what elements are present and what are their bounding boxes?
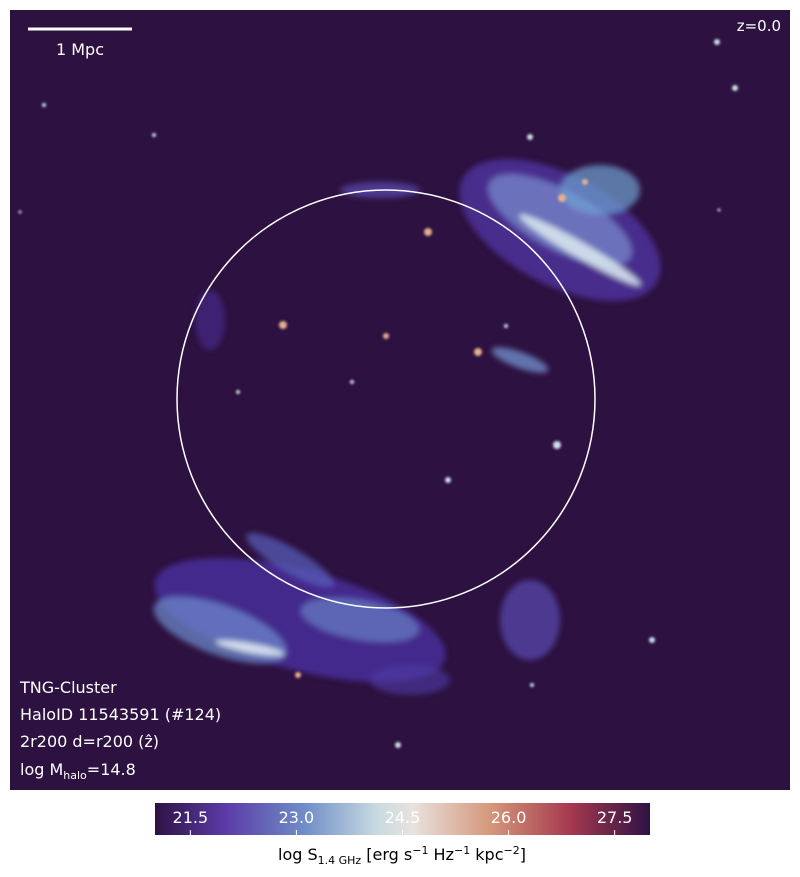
text: log S	[278, 845, 318, 864]
text: ]	[520, 845, 526, 864]
text: [erg s	[361, 845, 412, 864]
r200-circle	[176, 189, 596, 609]
redshift: z=0.0	[737, 17, 781, 35]
tick-label: 27.5	[597, 808, 633, 827]
subscript: halo	[63, 769, 87, 782]
map: 1 Mpc z=0.0 TNG-Cluster HaloID 11543591 …	[10, 10, 790, 790]
text: log M	[20, 760, 63, 779]
subscript: 1.4 GHz	[318, 854, 362, 867]
info-line: TNG-Cluster	[19, 678, 117, 697]
tick-label: 26.0	[491, 808, 527, 827]
superscript: −2	[504, 844, 520, 857]
tick-label: 23.0	[279, 808, 315, 827]
info-line: 2r200 d=r200 (ẑ)	[20, 732, 159, 751]
colorbar-gradient	[155, 803, 650, 835]
sources	[18, 39, 738, 748]
scale-label: 1 Mpc	[56, 40, 104, 59]
tick-label: 24.5	[385, 808, 421, 827]
tick-label: 21.5	[173, 808, 209, 827]
text: Hz	[428, 845, 454, 864]
emission	[153, 159, 661, 695]
colorbar-label: log S1.4 GHz [erg s−1 Hz−1 kpc−2]	[278, 844, 526, 867]
info-line: HaloID 11543591 (#124)	[20, 705, 221, 724]
text: kpc	[470, 845, 503, 864]
superscript: −1	[412, 844, 428, 857]
superscript: −1	[454, 844, 470, 857]
text: =14.8	[87, 760, 136, 779]
colorbar: log S1.4 GHz [erg s−1 Hz−1 kpc−2] 21.5 23…	[155, 803, 650, 867]
info-line: log Mhalo=14.8	[20, 760, 136, 782]
